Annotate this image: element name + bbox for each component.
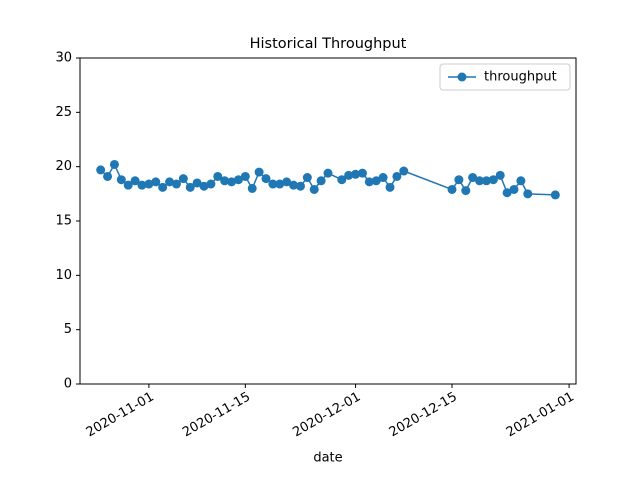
data-point — [137, 180, 147, 190]
data-point — [371, 176, 381, 186]
chart-title: Historical Throughput — [250, 36, 407, 52]
data-point — [199, 181, 209, 191]
x-tick-label: 2020-11-15 — [180, 390, 253, 441]
data-point — [247, 183, 257, 193]
data-point — [481, 176, 491, 186]
data-point — [475, 176, 485, 186]
data-point — [192, 178, 202, 188]
legend-label: throughput — [484, 70, 557, 85]
data-point — [103, 171, 113, 181]
data-point — [523, 189, 533, 199]
data-point — [295, 181, 305, 191]
data-point — [227, 177, 237, 187]
y-tick-label: 10 — [55, 268, 72, 283]
y-tick-label: 0 — [64, 377, 72, 392]
data-point — [344, 170, 354, 180]
data-point — [144, 179, 154, 189]
y-tick-label: 5 — [64, 322, 72, 337]
data-point — [275, 179, 285, 189]
x-tick-label: 2021-01-01 — [504, 390, 577, 441]
data-point — [447, 184, 457, 194]
data-point — [337, 175, 347, 185]
data-point — [392, 171, 402, 181]
data-point — [399, 166, 409, 176]
data-point — [171, 179, 181, 189]
data-point — [96, 165, 106, 175]
data-point — [509, 184, 519, 194]
data-point — [516, 176, 526, 186]
x-tick-label: 2020-11-01 — [84, 390, 157, 441]
x-tick-label: 2020-12-01 — [290, 390, 363, 441]
data-point — [282, 177, 292, 187]
data-point — [254, 167, 264, 177]
y-tick-label: 20 — [55, 159, 72, 174]
data-point — [495, 170, 505, 180]
data-point — [378, 173, 388, 183]
data-point — [220, 176, 230, 186]
data-point — [302, 173, 312, 183]
data-point — [109, 159, 119, 169]
data-point — [123, 180, 133, 190]
data-point — [268, 179, 278, 189]
y-tick-label: 30 — [55, 51, 72, 66]
data-point — [158, 182, 168, 192]
data-point — [206, 179, 216, 189]
data-point — [323, 168, 333, 178]
data-point — [488, 175, 498, 185]
y-tick-label: 25 — [55, 105, 72, 120]
data-point — [165, 177, 175, 187]
data-point — [213, 171, 223, 181]
plot-frame — [79, 57, 577, 385]
data-point — [261, 174, 271, 184]
data-point — [151, 177, 161, 187]
data-point — [351, 169, 361, 179]
data-point — [185, 182, 195, 192]
data-point — [502, 188, 512, 198]
data-point — [116, 175, 126, 185]
data-point — [364, 177, 374, 187]
data-point — [309, 184, 319, 194]
data-point — [289, 180, 299, 190]
data-point — [316, 176, 326, 186]
x-axis-label: date — [313, 451, 342, 466]
data-point — [454, 175, 464, 185]
data-point — [130, 176, 140, 186]
data-point — [468, 173, 478, 183]
data-point — [461, 186, 471, 196]
data-point — [550, 190, 560, 200]
data-point — [240, 171, 250, 181]
legend: throughput — [439, 63, 571, 91]
data-point — [233, 175, 243, 185]
legend-box — [439, 63, 571, 91]
x-tick-label: 2020-12-15 — [387, 390, 460, 441]
y-tick-label: 15 — [55, 214, 72, 229]
data-point — [385, 182, 395, 192]
legend-marker — [457, 72, 467, 82]
data-point — [178, 174, 188, 184]
data-point — [357, 168, 367, 178]
